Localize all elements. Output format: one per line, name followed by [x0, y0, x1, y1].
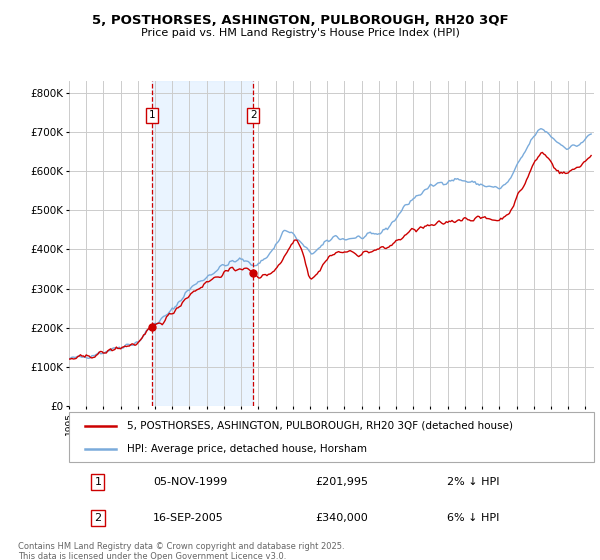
Text: 2: 2	[94, 513, 101, 523]
Text: 1: 1	[94, 477, 101, 487]
Text: £201,995: £201,995	[316, 477, 369, 487]
Text: 16-SEP-2005: 16-SEP-2005	[153, 513, 224, 523]
Text: HPI: Average price, detached house, Horsham: HPI: Average price, detached house, Hors…	[127, 445, 367, 454]
Text: 5, POSTHORSES, ASHINGTON, PULBOROUGH, RH20 3QF: 5, POSTHORSES, ASHINGTON, PULBOROUGH, RH…	[92, 14, 508, 27]
Text: 2% ↓ HPI: 2% ↓ HPI	[447, 477, 499, 487]
Text: £340,000: £340,000	[316, 513, 368, 523]
Text: 1: 1	[149, 110, 155, 120]
Text: 5, POSTHORSES, ASHINGTON, PULBOROUGH, RH20 3QF (detached house): 5, POSTHORSES, ASHINGTON, PULBOROUGH, RH…	[127, 421, 513, 431]
Text: 6% ↓ HPI: 6% ↓ HPI	[447, 513, 499, 523]
Bar	[152, 81, 253, 406]
Text: Contains HM Land Registry data © Crown copyright and database right 2025.
This d: Contains HM Land Registry data © Crown c…	[18, 542, 344, 560]
Text: Price paid vs. HM Land Registry's House Price Index (HPI): Price paid vs. HM Land Registry's House …	[140, 28, 460, 38]
Text: 05-NOV-1999: 05-NOV-1999	[153, 477, 227, 487]
Text: 2: 2	[250, 110, 257, 120]
FancyBboxPatch shape	[69, 412, 594, 462]
